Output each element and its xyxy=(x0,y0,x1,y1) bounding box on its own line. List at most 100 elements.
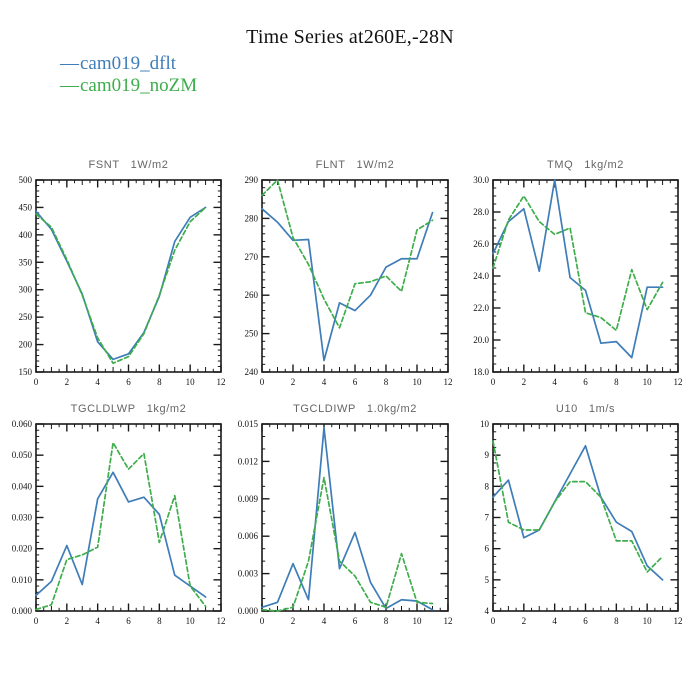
legend-item-cam019-noZM: —cam019_noZM xyxy=(60,75,197,97)
axis-ticks xyxy=(492,179,679,373)
svg-text:260: 260 xyxy=(245,290,259,300)
axis-tick-labels: 0 2 4 6 8 10 12 240 250 260 270 280 290 xyxy=(245,175,453,387)
svg-text:2: 2 xyxy=(291,616,296,626)
series-line-cam019_noZM xyxy=(35,206,207,365)
svg-text:2: 2 xyxy=(522,616,527,626)
subplot-title: TMQ 1kg/m2 xyxy=(547,159,624,171)
series-line-cam019_dflt xyxy=(492,179,664,359)
svg-text:10: 10 xyxy=(480,419,490,429)
series-line-cam019_noZM xyxy=(35,441,207,611)
svg-text:8: 8 xyxy=(485,481,490,491)
svg-text:4: 4 xyxy=(552,377,557,387)
dashed-line-swatch-icon: — xyxy=(60,75,79,96)
axis-ticks xyxy=(35,179,222,373)
svg-text:0.000: 0.000 xyxy=(12,606,33,616)
svg-text:12: 12 xyxy=(217,616,226,626)
svg-text:6: 6 xyxy=(485,544,490,554)
subplot-tgcldiwp: TGCLDIWP 1.0kg/m2 0 2 4 6 8 10 12 0.000 0.003 0.00… xyxy=(218,394,458,637)
subplot-title: FLNT 1W/m2 xyxy=(316,159,395,171)
subplot-u10: U10 1m/s 0 2 4 6 8 10 12 4 5 6 7 8 9 10 xyxy=(449,394,688,637)
svg-text:8: 8 xyxy=(384,377,389,387)
svg-text:10: 10 xyxy=(413,377,423,387)
series-line-cam019_noZM xyxy=(261,179,434,329)
chart-svg-tgcldlwp: TGCLDLWP 1kg/m20 2 4 6 8 10 120.0000.0100.0200… xyxy=(12,403,226,626)
plot-frame xyxy=(261,179,449,373)
axis-ticks xyxy=(35,423,222,612)
series-line-cam019_dflt xyxy=(35,471,207,598)
subplot-title: TGCLDIWP 1.0kg/m2 xyxy=(293,403,417,415)
svg-text:0.015: 0.015 xyxy=(238,419,259,429)
svg-text:0: 0 xyxy=(34,616,39,626)
axis-ticks xyxy=(492,423,679,612)
plot-frame xyxy=(492,179,679,373)
axis-tick-labels: 0 2 4 6 8 10 12 0.000 0.010 0.020 0.030 0.040 0.050 0… xyxy=(12,419,226,626)
axis-ticks xyxy=(261,423,449,612)
legend-label: cam019_noZM xyxy=(80,75,198,96)
svg-text:8: 8 xyxy=(157,616,162,626)
svg-text:6: 6 xyxy=(583,616,588,626)
svg-text:0.050: 0.050 xyxy=(12,450,33,460)
svg-text:0.003: 0.003 xyxy=(238,569,259,579)
svg-text:2: 2 xyxy=(291,377,296,387)
svg-text:8: 8 xyxy=(384,616,389,626)
svg-text:6: 6 xyxy=(353,377,358,387)
plot-frame xyxy=(492,423,679,612)
series-line-cam019_dflt xyxy=(492,444,664,581)
svg-text:22.0: 22.0 xyxy=(473,303,489,313)
svg-text:12: 12 xyxy=(217,377,226,387)
svg-text:2: 2 xyxy=(65,377,70,387)
series-line-cam019_noZM xyxy=(492,440,664,573)
svg-text:290: 290 xyxy=(245,175,259,185)
chart-svg-tmq: TMQ 1kg/m2 0 2 4 6 8 10 12 18.0 20.0 22.0 24.0 26.0 2… xyxy=(473,159,682,387)
svg-text:450: 450 xyxy=(19,202,33,212)
axis-ticks xyxy=(261,179,449,373)
svg-text:4: 4 xyxy=(95,377,100,387)
plot-frame xyxy=(35,423,222,612)
svg-text:4: 4 xyxy=(485,606,490,616)
svg-text:10: 10 xyxy=(643,616,653,626)
svg-text:8: 8 xyxy=(614,377,619,387)
legend-label: cam019_dflt xyxy=(80,53,177,74)
svg-text:4: 4 xyxy=(552,616,557,626)
series-line-cam019_dflt xyxy=(261,426,434,611)
svg-text:0.000: 0.000 xyxy=(238,606,259,616)
svg-text:270: 270 xyxy=(245,252,259,262)
svg-text:4: 4 xyxy=(95,616,100,626)
svg-text:26.0: 26.0 xyxy=(473,239,489,249)
svg-text:2: 2 xyxy=(522,377,527,387)
svg-text:0.040: 0.040 xyxy=(12,481,33,491)
axis-tick-labels: 0 2 4 6 8 10 12 150 200 250 300 350 400 450 500 xyxy=(19,175,226,387)
series-line-cam019_dflt xyxy=(261,207,434,362)
series-line-cam019_noZM xyxy=(492,195,664,332)
chart-svg-flnt: FLNT 1W/m2 0 2 4 6 8 10 12 240 250 260 270 280 290 xyxy=(245,159,453,387)
subplot-title: TGCLDLWP 1kg/m2 xyxy=(71,403,187,415)
subplot-tgcldlwp: TGCLDLWP 1kg/m2 0 2 4 6 8 10 12 0.000 0.010 0.020 0… xyxy=(0,394,231,637)
svg-text:10: 10 xyxy=(186,616,196,626)
chart-svg-fsnt: FSNT 1W/m2 0 2 4 6 8 10 12 150 200 250 300 350 400 450… xyxy=(19,159,226,387)
svg-text:0: 0 xyxy=(491,377,496,387)
svg-text:10: 10 xyxy=(186,377,196,387)
svg-text:0: 0 xyxy=(34,377,39,387)
chart-svg-tgcldiwp: TGCLDIWP 1.0kg/m2 0 2 4 6 8 10 12 0.000 0.003 0.00… xyxy=(238,403,453,626)
svg-text:400: 400 xyxy=(19,230,33,240)
legend-item-cam019-dflt: —cam019_dflt xyxy=(60,53,197,75)
subplot-title: FSNT 1W/m2 xyxy=(89,159,169,171)
svg-text:0: 0 xyxy=(491,616,496,626)
svg-text:6: 6 xyxy=(353,616,358,626)
svg-text:6: 6 xyxy=(126,616,131,626)
svg-text:12: 12 xyxy=(444,377,453,387)
svg-text:2: 2 xyxy=(65,616,70,626)
svg-text:9: 9 xyxy=(485,450,490,460)
svg-text:500: 500 xyxy=(19,175,33,185)
svg-text:0.030: 0.030 xyxy=(12,513,33,523)
subplot-tmq: TMQ 1kg/m2 0 2 4 6 8 10 12 18.0 20.0 22.0 24.0 26.0 2… xyxy=(449,150,688,398)
svg-text:0.009: 0.009 xyxy=(238,494,259,504)
svg-text:8: 8 xyxy=(614,616,619,626)
svg-text:280: 280 xyxy=(245,213,259,223)
solid-line-swatch-icon: — xyxy=(60,53,79,74)
svg-text:18.0: 18.0 xyxy=(473,367,489,377)
svg-text:350: 350 xyxy=(19,257,33,267)
series-line-cam019_dflt xyxy=(35,206,207,361)
svg-text:28.0: 28.0 xyxy=(473,207,489,217)
subplot-flnt: FLNT 1W/m2 0 2 4 6 8 10 12 240 250 260 270 280 290 xyxy=(218,150,458,398)
